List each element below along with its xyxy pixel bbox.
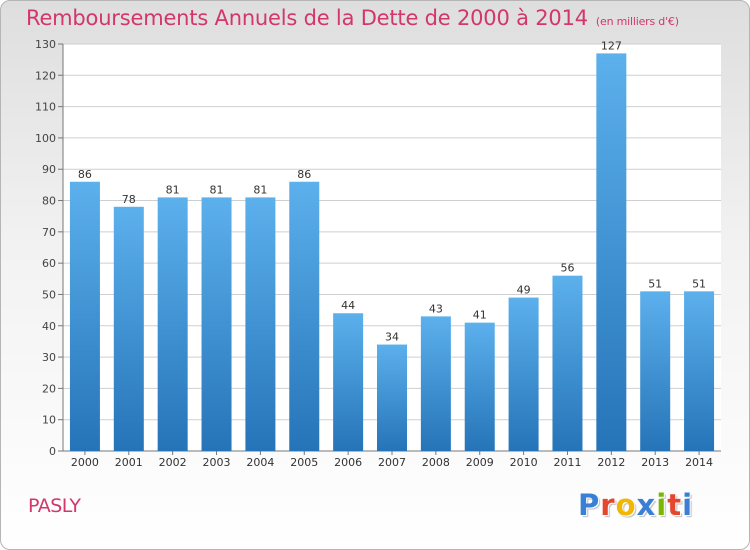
data-label: 51: [648, 277, 662, 290]
x-tick-label: 2006: [334, 456, 362, 469]
data-label: 81: [210, 183, 224, 196]
x-tick-label: 2000: [71, 456, 99, 469]
chart-title: Remboursements Annuels de la Dette de 20…: [26, 6, 679, 30]
data-label: 86: [78, 168, 92, 181]
x-tick-label: 2010: [510, 456, 538, 469]
x-tick-label: 2012: [597, 456, 625, 469]
bar: [377, 344, 407, 451]
bar: [596, 53, 627, 452]
y-tick-label: 80: [42, 195, 56, 208]
bar: [464, 322, 495, 451]
logo-letter: P: [578, 488, 601, 522]
proxiti-logo: Proxiti: [578, 488, 693, 522]
data-label: 51: [692, 277, 706, 290]
bar: [552, 275, 583, 451]
data-label: 81: [253, 183, 267, 196]
y-tick-label: 120: [35, 69, 56, 82]
x-tick-label: 2007: [378, 456, 406, 469]
place-name: PASLY: [28, 495, 81, 517]
data-label: 86: [297, 168, 311, 181]
data-label: 44: [341, 299, 355, 312]
data-label: 56: [560, 262, 574, 275]
bar: [684, 291, 715, 451]
data-label: 78: [122, 193, 136, 206]
x-tick-label: 2001: [115, 456, 143, 469]
y-tick-label: 70: [42, 226, 56, 239]
y-tick-label: 40: [42, 320, 56, 333]
chart-subtitle: (en milliers d'€): [595, 15, 679, 28]
x-tick-label: 2014: [685, 456, 713, 469]
logo-letter: o: [615, 488, 637, 522]
bar: [508, 297, 539, 451]
x-tick-label: 2011: [553, 456, 581, 469]
logo-letter: i: [682, 488, 694, 522]
y-tick-label: 10: [42, 414, 56, 427]
bar: [201, 197, 232, 451]
x-tick-label: 2013: [641, 456, 669, 469]
bar: [245, 197, 276, 451]
y-tick-label: 100: [35, 132, 56, 145]
bar: [289, 181, 320, 451]
logo-letter: i: [656, 488, 668, 522]
data-label: 43: [429, 302, 443, 315]
logo-letter: t: [667, 488, 683, 522]
y-tick-label: 50: [42, 288, 56, 301]
data-label: 34: [385, 331, 399, 344]
data-label: 41: [473, 309, 487, 322]
data-label: 127: [601, 39, 622, 52]
bar: [640, 291, 671, 451]
bar: [157, 197, 188, 451]
logo-letter: x: [636, 488, 657, 522]
bar: [69, 181, 100, 451]
data-label: 49: [517, 284, 531, 297]
y-tick-label: 20: [42, 382, 56, 395]
x-tick-label: 2002: [159, 456, 187, 469]
x-tick-label: 2008: [422, 456, 450, 469]
chart-title-text: Remboursements Annuels de la Dette de 20…: [26, 6, 588, 30]
logo-letter: r: [600, 488, 616, 522]
y-tick-label: 0: [49, 445, 56, 458]
x-tick-label: 2005: [290, 456, 318, 469]
bar: [420, 316, 451, 451]
data-label: 81: [166, 183, 180, 196]
y-tick-label: 30: [42, 351, 56, 364]
y-tick-label: 60: [42, 257, 56, 270]
bar: [113, 206, 144, 451]
y-tick-label: 130: [35, 38, 56, 51]
y-tick-label: 110: [35, 101, 56, 114]
x-tick-label: 2003: [203, 456, 231, 469]
bar: [333, 313, 364, 451]
x-tick-label: 2004: [246, 456, 274, 469]
y-tick-label: 90: [42, 163, 56, 176]
x-tick-label: 2009: [466, 456, 494, 469]
